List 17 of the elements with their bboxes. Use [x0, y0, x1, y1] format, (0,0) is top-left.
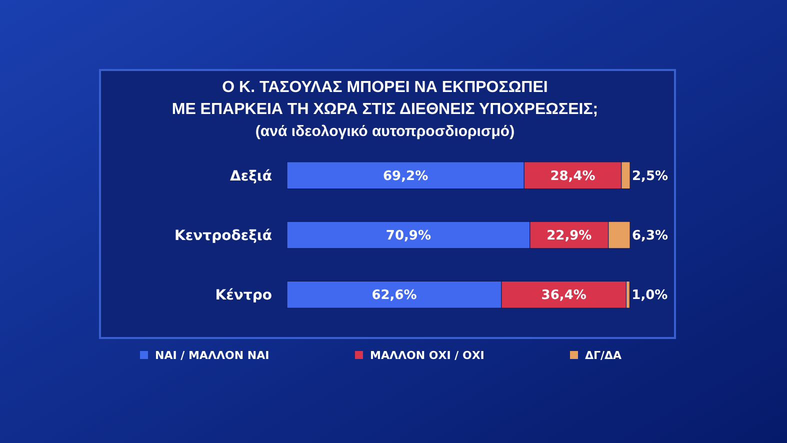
legend-label: ΔΓ/ΔΑ: [585, 348, 622, 362]
chart-title: Ο Κ. ΤΑΣΟΥΛΑΣ ΜΠΟΡΕΙ ΝΑ ΕΚΠΡΟΣΩΠΕΙ ΜΕ ΕΠΑΡΚΕΙΑ ΤΗ ΧΩΡΑ ΣΤΙΣ ΔΙΕΘΝΕΙΣ ΥΠΟΧΡΕΩΣΕΙΣ;: [172, 79, 598, 118]
data-label: 22,9%: [546, 228, 592, 244]
data-label: 1,0%: [632, 288, 668, 304]
data-label: 36,4%: [541, 288, 586, 304]
y-tick-label: Κέντρο: [215, 288, 272, 304]
y-tick-label: Κεντροδεξιά: [174, 228, 272, 244]
data-label: 62,6%: [372, 288, 417, 304]
legend-label: ΝΑΙ / ΜΑΛΛΟΝ ΝΑΙ: [155, 348, 270, 362]
data-label: 2,5%: [632, 168, 668, 184]
data-label: 28,4%: [550, 168, 596, 184]
data-label: 6,3%: [632, 228, 668, 244]
y-tick-label: Δεξιά: [230, 168, 272, 184]
chart-subtitle: (ανά ιδεολογικό αυτοπροσδιορισμό): [255, 123, 515, 140]
data-label: 70,9%: [386, 228, 432, 244]
data-label: 69,2%: [383, 168, 428, 184]
legend-label: ΜΑΛΛΟΝ ΟΧΙ / ΟΧΙ: [370, 348, 484, 362]
